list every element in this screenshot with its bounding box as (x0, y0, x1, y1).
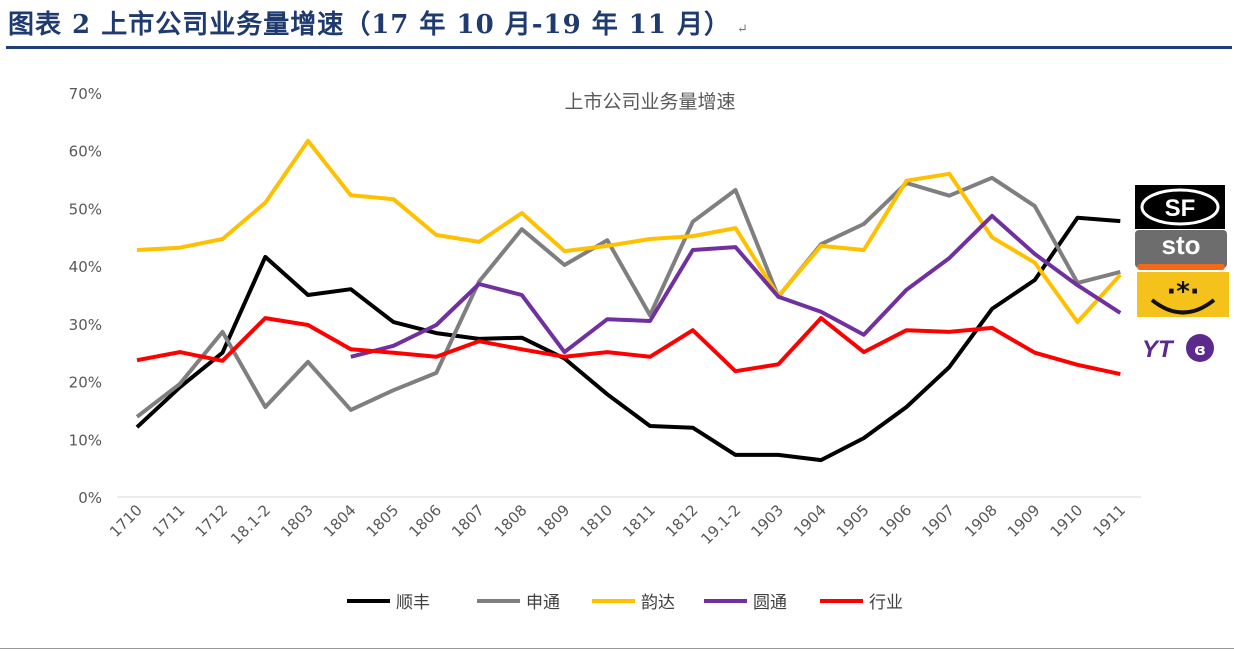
series-line-圆通 (350, 213, 1122, 359)
yunda-logo: ·*· (1137, 272, 1229, 317)
x-tick-label: 1804 (320, 501, 360, 541)
x-tick-label: 1906 (876, 501, 916, 541)
svg-text:YT: YT (1142, 336, 1175, 363)
return-mark: ↵ (737, 22, 749, 37)
svg-text:·*·: ·*· (1166, 277, 1199, 307)
series-line-行业 (136, 316, 1121, 377)
company-logos: SF sto ·*· YT ɞ (1135, 185, 1229, 363)
series-line-申通 (135, 175, 1121, 419)
svg-text:sto: sto (1162, 230, 1201, 260)
x-tick-label: 1907 (918, 501, 958, 541)
figure-title: 图表 2 上市公司业务量增速（17 年 10 月-19 年 11 月） ↵ (8, 10, 749, 40)
x-tick-label: 1712 (192, 501, 232, 541)
x-tick-label: 19.1-2 (697, 501, 744, 548)
svg-text:ɞ: ɞ (1194, 340, 1206, 359)
sf-logo: SF (1135, 185, 1225, 229)
y-tick-label: 70% (69, 85, 102, 103)
legend-label: 韵达 (641, 593, 675, 613)
legend-item: 申通 (477, 593, 560, 613)
x-tick-label: 1805 (363, 501, 403, 541)
legend-item: 行业 (820, 593, 903, 613)
x-tick-label: 1909 (1004, 501, 1044, 541)
sto-logo: sto (1135, 230, 1227, 270)
x-tick-label: 1808 (491, 501, 531, 541)
x-tick-label: 1911 (1089, 501, 1129, 541)
y-tick-label: 10% (69, 431, 102, 449)
x-tick-label: 1809 (534, 501, 574, 541)
series-line-顺丰 (135, 215, 1121, 463)
y-tick-label: 40% (69, 258, 102, 276)
x-tick-label: 1803 (277, 501, 317, 541)
legend-label: 行业 (869, 593, 903, 613)
x-tick-label: 1905 (833, 501, 873, 541)
legend-item: 圆通 (704, 593, 787, 613)
legend-item: 顺丰 (347, 593, 430, 613)
x-tick-label: 1710 (106, 501, 146, 541)
footer-divider (0, 648, 1234, 649)
svg-text:SF: SF (1165, 195, 1196, 222)
x-tick-label: 1812 (662, 501, 702, 541)
y-tick-label: 20% (69, 374, 102, 392)
y-tick-label: 60% (69, 143, 102, 161)
x-tick-label: 1903 (747, 501, 787, 541)
yto-logo: YT ɞ (1142, 334, 1214, 363)
legend-label: 圆通 (753, 593, 787, 613)
line-chart: 上市公司业务量增速 0%10%20%30%40%50%60%70%1710 171… (69, 85, 1229, 613)
x-tick-label: 1811 (619, 501, 659, 541)
x-tick-label: 18.1-2 (227, 501, 274, 548)
x-tick-label: 1904 (790, 501, 830, 541)
legend-label: 顺丰 (396, 593, 430, 613)
legend-label: 申通 (526, 593, 560, 613)
header-divider (6, 46, 1232, 49)
series-line-韵达 (136, 138, 1122, 325)
x-tick-label: 1806 (405, 501, 445, 541)
y-tick-label: 50% (69, 200, 102, 218)
x-tick-label: 1807 (448, 501, 488, 541)
x-tick-label: 1810 (576, 501, 616, 541)
legend-item: 韵达 (592, 593, 675, 613)
chart-title: 上市公司业务量增速 (564, 91, 735, 113)
x-tick-label: 1908 (961, 501, 1001, 541)
y-tick-label: 0% (78, 489, 102, 507)
x-tick-label: 1910 (1047, 501, 1087, 541)
y-tick-label: 30% (69, 316, 102, 334)
x-tick-label: 1711 (149, 501, 189, 541)
